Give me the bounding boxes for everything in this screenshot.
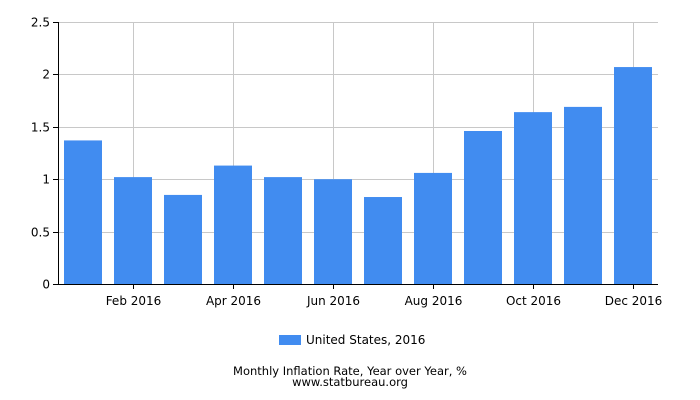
axes-group	[53, 22, 658, 289]
bar	[514, 112, 552, 285]
x-tick-label: Jun 2016	[306, 294, 360, 308]
y-tick-label: 2.5	[31, 16, 50, 30]
y-tick-label: 0	[42, 278, 50, 292]
bars-group	[64, 67, 652, 285]
chart-source: www.statbureau.org	[292, 375, 408, 389]
y-tick-label: 1.5	[31, 121, 50, 135]
legend: United States, 2016	[279, 332, 425, 348]
x-tick-label: Dec 2016	[605, 294, 663, 308]
bar	[214, 165, 252, 284]
x-tick-label: Apr 2016	[206, 294, 261, 308]
chart-title: Monthly Inflation Rate, Year over Year, …	[233, 364, 467, 378]
legend-swatch-icon	[279, 335, 301, 345]
x-tick-label: Feb 2016	[106, 294, 162, 308]
grid-lines	[58, 22, 658, 284]
y-tick-label: 1	[42, 173, 50, 187]
bar	[164, 194, 202, 284]
x-tick-label: Aug 2016	[405, 294, 463, 308]
bar	[114, 177, 152, 284]
bar	[314, 179, 352, 284]
x-tick-labels: Feb 2016 Apr 2016 Jun 2016 Aug 2016 Oct 2016…	[106, 294, 663, 308]
bar	[564, 106, 602, 284]
bar	[264, 177, 302, 284]
bar	[464, 130, 502, 284]
bar	[64, 140, 102, 284]
y-tick-labels: 0 0.5 1 1.5 2 2.5	[31, 16, 50, 292]
y-tick-label: 0.5	[31, 226, 50, 240]
y-tick-label: 2	[42, 68, 50, 82]
bar	[614, 67, 652, 285]
bar	[414, 172, 452, 284]
legend-label: United States, 2016	[306, 333, 426, 347]
x-tick-label: Oct 2016	[506, 294, 561, 308]
bar	[364, 197, 402, 284]
